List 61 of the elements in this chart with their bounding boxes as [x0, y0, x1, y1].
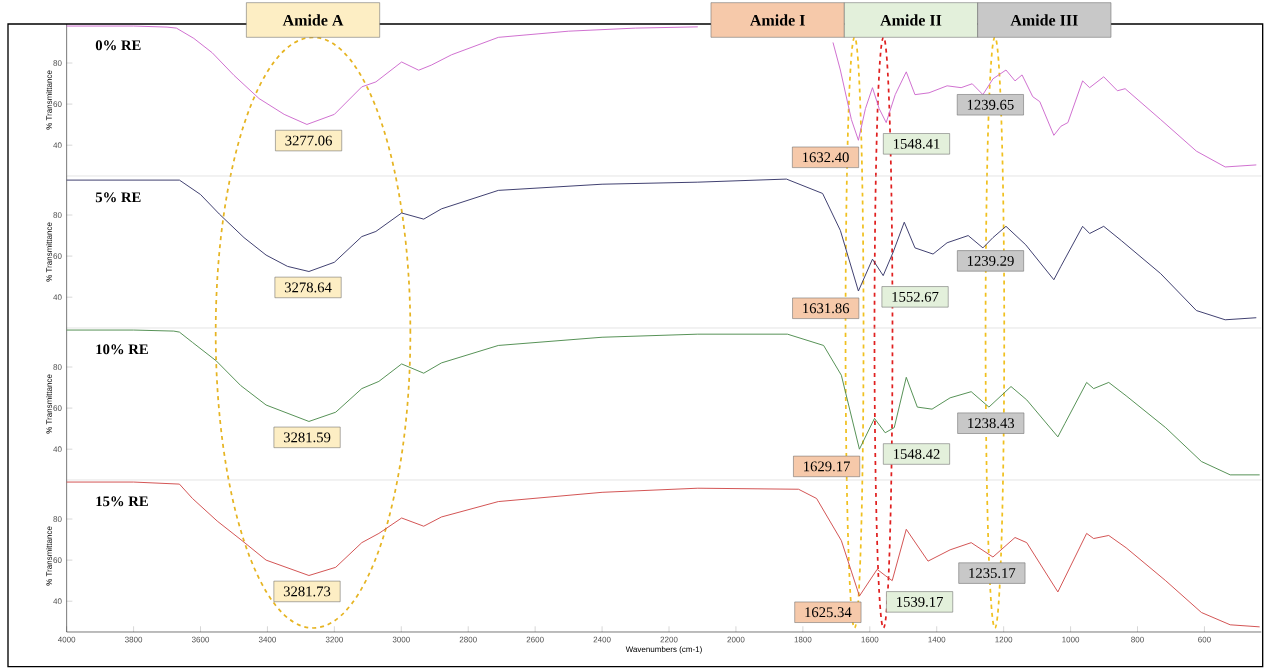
annotation: Amide II	[880, 14, 942, 26]
x-tick-label: 800	[1131, 636, 1144, 643]
y-axis-title: % Transmittance	[46, 222, 52, 282]
x-tick-label: 3000	[392, 636, 410, 643]
annotation: 1631.86	[803, 303, 850, 314]
y-axis-title: % Transmittance	[46, 374, 52, 434]
series-label: 15% RE	[96, 496, 148, 507]
annotation: 1625.34	[805, 607, 852, 618]
annotation: Amide I	[750, 14, 805, 26]
x-tick-label: 2800	[459, 636, 477, 643]
y-tick-label: 40	[53, 598, 62, 605]
y-tick-label: 40	[53, 446, 62, 453]
x-tick-label: 2400	[593, 636, 611, 643]
x-tick-label: 600	[1198, 636, 1211, 643]
annotation: 1548.41	[893, 138, 940, 149]
x-tick-label: 3200	[325, 636, 343, 643]
y-tick-label: 60	[53, 557, 62, 563]
annotation: 1552.67	[892, 291, 939, 302]
y-axis-title: % Transmittance	[46, 70, 52, 130]
y-tick-label: 80	[53, 212, 62, 218]
x-tick-label: 2200	[660, 636, 678, 643]
annotation: Amide A	[282, 14, 344, 26]
annotation: 3278.64	[284, 282, 332, 293]
x-tick-label: 2600	[526, 636, 544, 643]
annotation: Amide III	[1010, 14, 1078, 26]
y-tick-label: 80	[53, 60, 62, 66]
x-tick-label: 4000	[57, 636, 76, 643]
x-tick-label: 1000	[1062, 636, 1080, 643]
y-tick-label: 80	[53, 364, 62, 370]
annotation: 1235.17	[969, 568, 1016, 579]
x-tick-label: 1600	[861, 636, 879, 643]
y-tick-label: 40	[53, 294, 62, 301]
y-tick-label: 60	[53, 253, 62, 259]
x-tick-label: 1800	[794, 636, 812, 643]
annotation: 3281.73	[283, 586, 331, 597]
line-series	[66, 329, 1261, 476]
annotation: 3277.06	[285, 135, 332, 146]
series-label: 0% RE	[95, 40, 141, 51]
x-tick-label: 2000	[727, 636, 745, 643]
y-tick-label: 40	[53, 142, 62, 149]
series-label: 10% RE	[96, 344, 148, 355]
annotation: 1632.40	[802, 152, 849, 163]
line-series	[66, 481, 1261, 628]
x-tick-label: 3400	[258, 636, 277, 643]
x-axis-title: Wavenumbers (cm-1)	[625, 646, 702, 654]
x-tick-label: 1200	[995, 636, 1013, 643]
x-tick-label: 1400	[928, 636, 946, 643]
annotation: 1239.29	[967, 255, 1014, 266]
x-tick-label: 3600	[191, 636, 210, 643]
y-tick-label: 80	[53, 516, 62, 522]
annotation: 1239.65	[967, 99, 1014, 110]
series-label: 5% RE	[95, 192, 141, 203]
annotation: 1548.42	[893, 449, 940, 459]
annotation: 3281.59	[283, 432, 331, 443]
y-axis-title: % Transmittance	[46, 526, 52, 586]
x-tick-label: 3800	[125, 636, 143, 643]
annotation: 1629.17	[804, 461, 850, 472]
annotation: 1238.43	[968, 418, 1015, 429]
y-tick-label: 60	[53, 101, 62, 107]
annotation: 1539.17	[897, 596, 943, 607]
y-tick-label: 60	[53, 405, 62, 411]
